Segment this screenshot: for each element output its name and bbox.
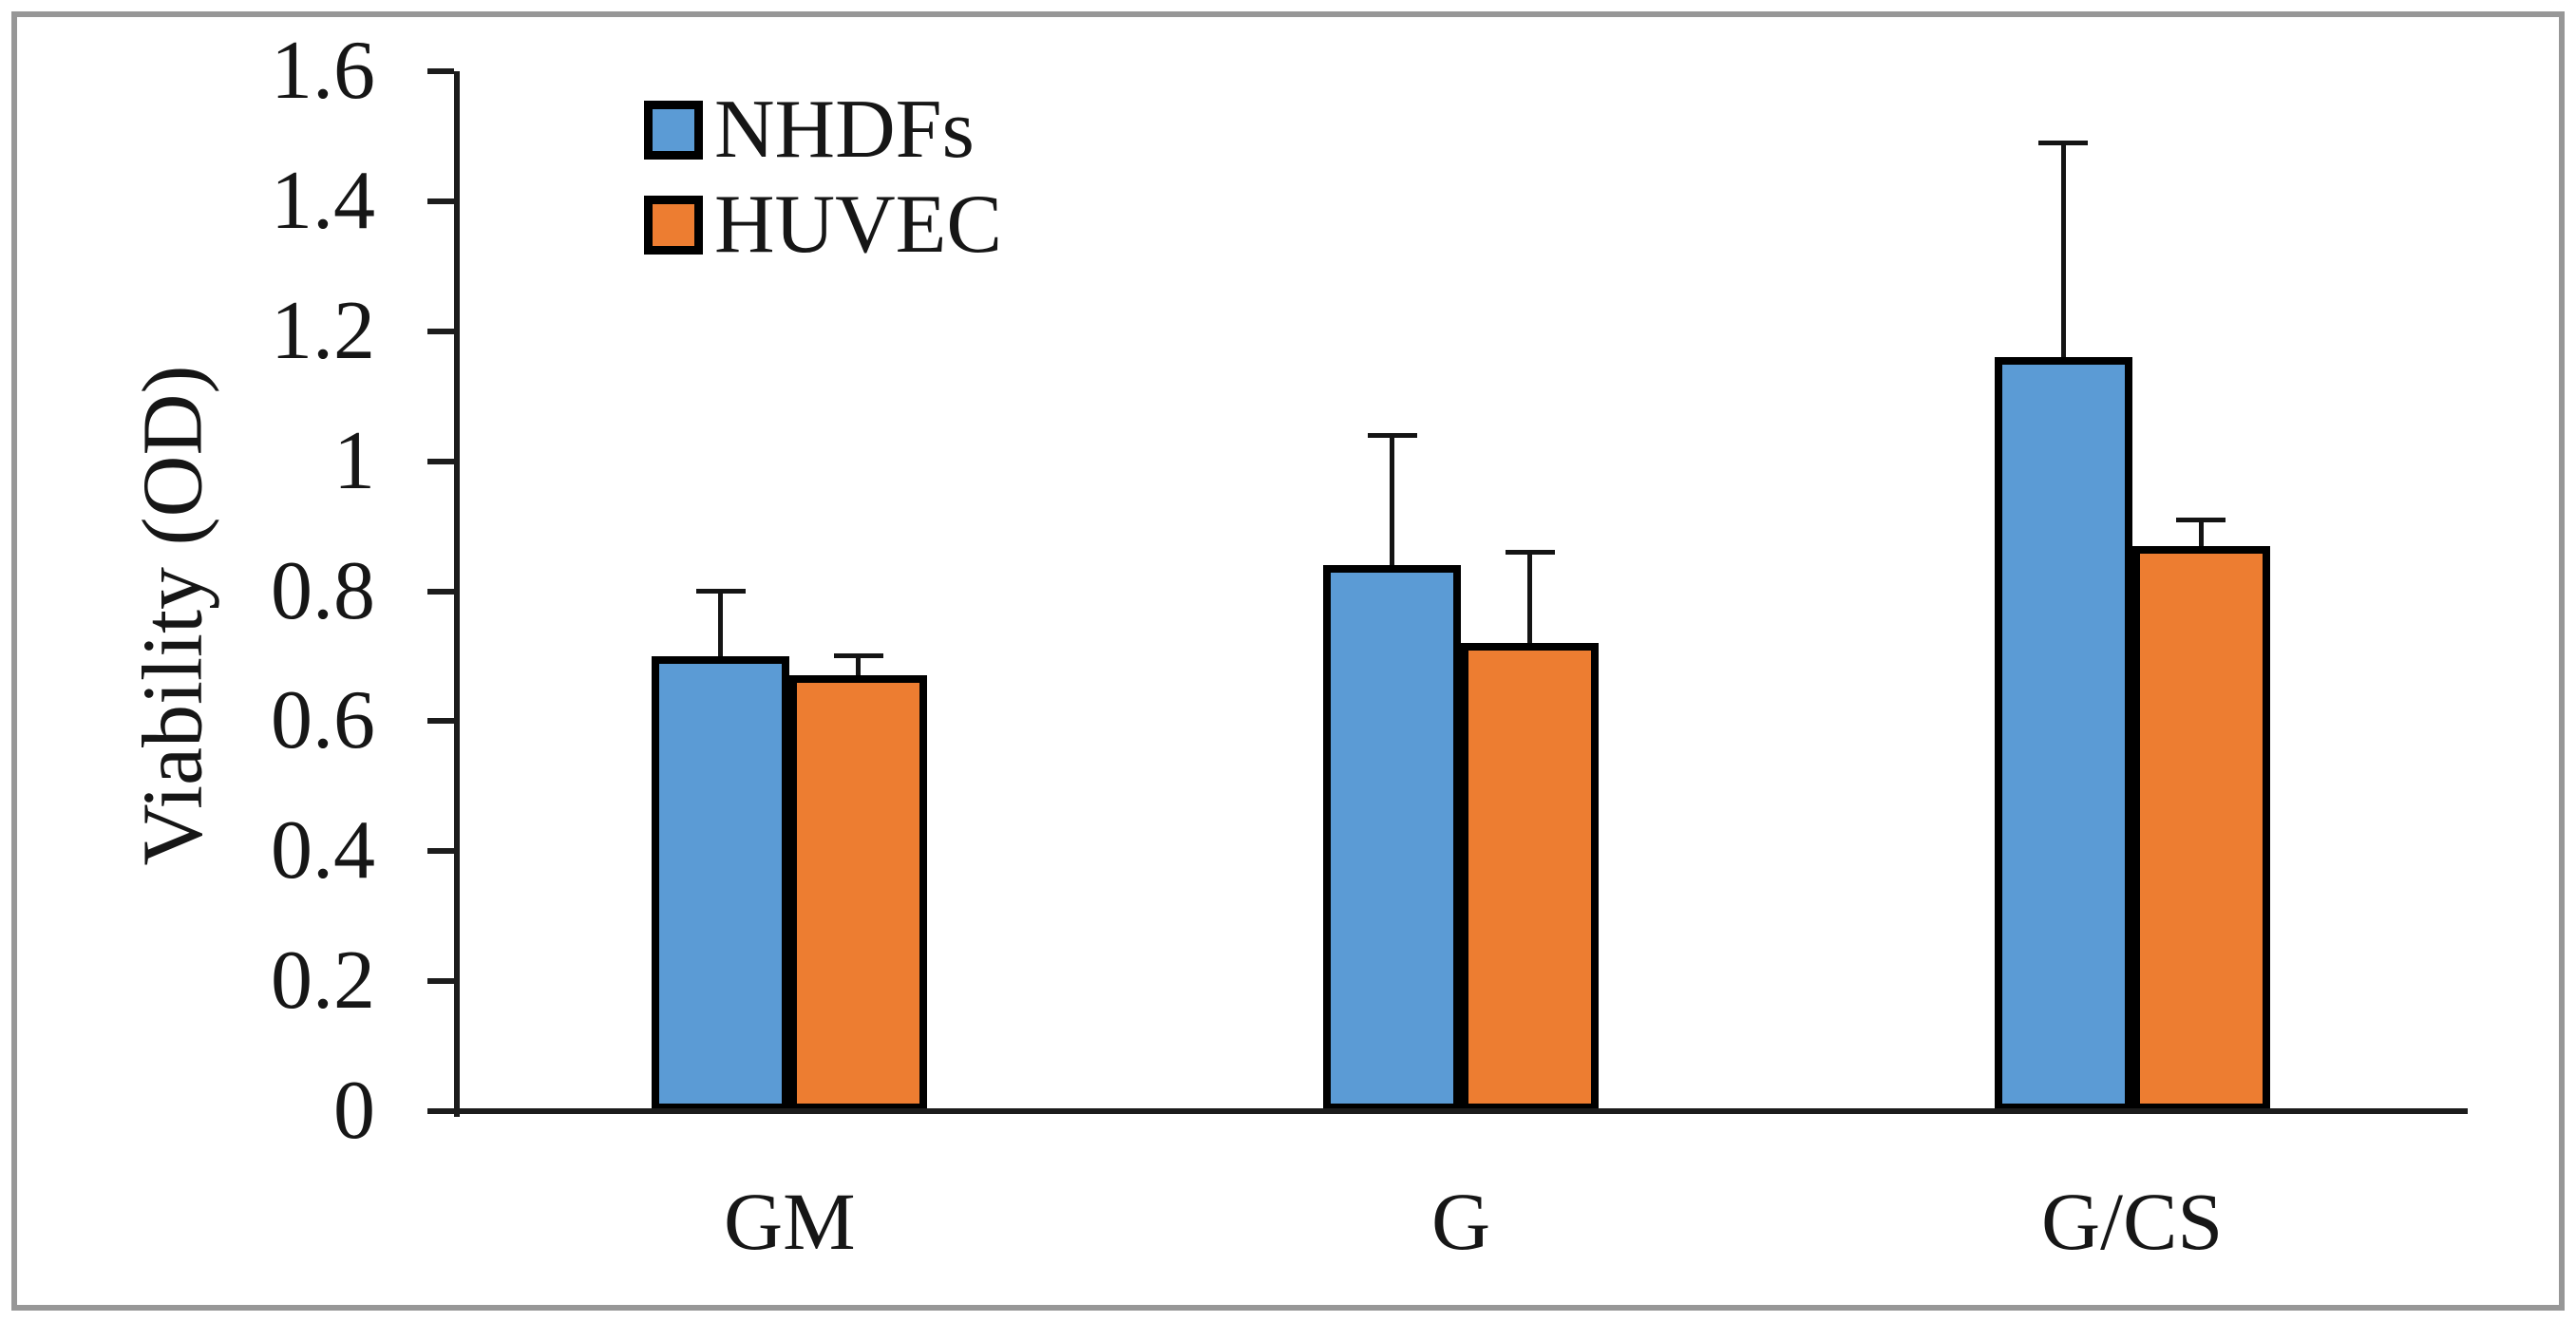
y-tick-label: 0 [333, 1065, 375, 1157]
y-axis-tick [427, 68, 454, 74]
bar-huvec-gcs [2131, 545, 2270, 1111]
category-label-gcs: G/CS [2041, 1176, 2224, 1267]
legend-label-huvec: HUVEC [714, 179, 1003, 271]
y-tick-label: 0.4 [271, 804, 375, 897]
bar-huvec-gm [789, 675, 928, 1111]
bar-nhdfs-gcs [1994, 357, 2132, 1111]
category-label-g: G [1430, 1176, 1491, 1267]
y-axis-tick [427, 978, 454, 985]
y-axis-tick [427, 718, 454, 725]
y-tick-label: 1.6 [271, 25, 375, 117]
y-tick-label: 1 [333, 414, 375, 507]
error-bar-nhdfs-g [1390, 435, 1394, 566]
bar-nhdfs-g [1323, 565, 1461, 1111]
error-bar-cap-huvec-gm [833, 653, 883, 659]
x-axis-line [454, 1108, 2468, 1114]
y-axis-tick [427, 588, 454, 595]
error-bar-huvec-g [1527, 552, 1532, 644]
error-bar-huvec-gm [856, 655, 862, 676]
error-bar-cap-nhdfs-gcs [2038, 140, 2089, 145]
error-bar-cap-nhdfs-g [1367, 432, 1417, 438]
legend-swatch-nhdfs [644, 101, 703, 160]
y-tick-label: 1.2 [271, 284, 375, 377]
y-axis-tick [427, 198, 454, 204]
legend-swatch-huvec [644, 196, 703, 255]
legend-label-nhdfs: NHDFs [714, 84, 975, 176]
error-bar-cap-huvec-g [1505, 549, 1555, 555]
y-axis-line [454, 71, 460, 1117]
y-axis-tick [427, 328, 454, 334]
y-tick-label: 1.4 [271, 154, 375, 247]
bar-nhdfs-gm [652, 655, 790, 1111]
y-axis-tick [427, 848, 454, 855]
error-bar-cap-nhdfs-gm [695, 589, 746, 594]
error-bar-nhdfs-gm [718, 591, 724, 656]
error-bar-nhdfs-gcs [2060, 142, 2066, 358]
y-axis-tick [427, 458, 454, 464]
y-tick-label: 0.6 [271, 674, 375, 767]
y-tick-label: 0.2 [271, 935, 375, 1028]
y-axis-tick [427, 1108, 454, 1114]
category-label-gm: GM [724, 1176, 856, 1267]
error-bar-huvec-gcs [2198, 519, 2204, 546]
error-bar-cap-huvec-gcs [2176, 517, 2226, 522]
bar-huvec-g [1461, 643, 1599, 1111]
y-tick-label: 0.8 [271, 544, 375, 637]
